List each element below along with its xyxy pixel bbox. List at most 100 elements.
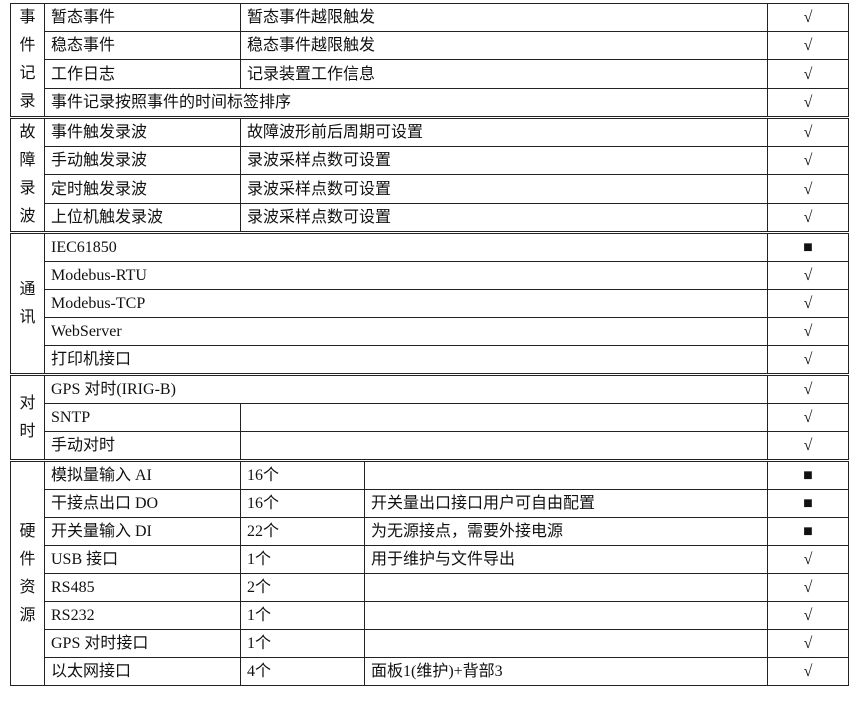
section-title-char: 故 bbox=[19, 124, 36, 141]
section-title: 事件记录 bbox=[10, 3, 45, 118]
section-title-char: 录 bbox=[19, 180, 36, 197]
section-title-char: 讯 bbox=[19, 308, 36, 326]
support-mark: √ bbox=[767, 289, 850, 318]
feature-desc: 面板1(维护)+背部3 bbox=[363, 657, 769, 686]
section-title-char: 通 bbox=[19, 280, 36, 298]
support-mark: √ bbox=[767, 317, 850, 346]
feature-name: WebServer bbox=[43, 317, 769, 346]
feature-name: 事件触发录波 bbox=[44, 115, 241, 148]
feature-name: 工作日志 bbox=[44, 59, 241, 89]
support-mark: √ bbox=[767, 629, 850, 658]
table-row: 故障录波事件触发录波 故障波形前后周期可设置 √ bbox=[10, 115, 850, 233]
feature-name: Modebus-RTU bbox=[43, 261, 769, 290]
support-mark: √ bbox=[767, 545, 850, 574]
feature-name: RS232 bbox=[44, 601, 241, 630]
support-mark: √ bbox=[767, 31, 850, 61]
feature-name: IEC61850 bbox=[43, 231, 769, 262]
feature-name: GPS 对时(IRIG-B) bbox=[43, 373, 769, 404]
support-mark: √ bbox=[767, 59, 850, 89]
feature-desc: 暂态事件越限触发 bbox=[239, 2, 769, 33]
table-row: GPS 对时接口 1个 √ bbox=[11, 629, 850, 658]
support-mark: √ bbox=[767, 573, 850, 602]
support-mark: √ bbox=[767, 174, 850, 204]
support-mark: √ bbox=[767, 431, 850, 461]
feature-name: 稳态事件 bbox=[44, 31, 241, 61]
table-row: 对时 GPS 对时(IRIG-B) √ bbox=[10, 373, 850, 461]
feature-name: 上位机触发录波 bbox=[44, 202, 241, 234]
feature-desc bbox=[363, 629, 769, 658]
section-title: 硬件资源 bbox=[10, 459, 45, 686]
support-mark: √ bbox=[767, 146, 850, 176]
feature-desc bbox=[239, 431, 769, 461]
feature-name: 以太网接口 bbox=[44, 657, 241, 686]
table-row: USB 接口 1个 用于维护与文件导出 √ bbox=[11, 545, 850, 574]
table-row: 事件记录按照事件的时间标签排序 √ bbox=[11, 87, 850, 119]
feature-desc bbox=[363, 601, 769, 630]
section-title-char: 硬 bbox=[19, 522, 36, 540]
feature-count: 16个 bbox=[240, 459, 365, 490]
support-mark: √ bbox=[767, 261, 850, 290]
table-row: RS232 1个 √ bbox=[11, 601, 850, 630]
section-title-char: 对 bbox=[19, 394, 36, 412]
table-row: 通讯 IEC61850 ■ bbox=[10, 231, 850, 375]
table-row: 定时触发录波 录波采样点数可设置 √ bbox=[11, 174, 850, 204]
support-mark: ■ bbox=[767, 231, 850, 262]
feature-name: USB 接口 bbox=[44, 545, 241, 574]
table-row: 手动触发录波 录波采样点数可设置 √ bbox=[11, 146, 850, 176]
feature-desc: 用于维护与文件导出 bbox=[363, 545, 769, 574]
support-mark: √ bbox=[767, 373, 850, 404]
feature-count: 22个 bbox=[240, 517, 365, 546]
feature-count: 2个 bbox=[240, 573, 365, 602]
feature-name: GPS 对时接口 bbox=[44, 629, 241, 658]
table-row: RS485 2个 √ bbox=[11, 573, 850, 602]
feature-count: 1个 bbox=[240, 601, 365, 630]
section-title-char: 事 bbox=[19, 9, 36, 26]
feature-desc bbox=[363, 459, 769, 490]
table-row: 开关量输入 DI 22个 为无源接点，需要外接电源 ■ bbox=[11, 517, 850, 546]
feature-desc: 录波采样点数可设置 bbox=[239, 202, 769, 234]
feature-desc: 录波采样点数可设置 bbox=[239, 174, 769, 204]
feature-name: 干接点出口 DO bbox=[44, 489, 241, 518]
section-title-char: 记 bbox=[19, 65, 36, 82]
feature-name: 模拟量输入 AI bbox=[44, 459, 241, 490]
section-title: 对时 bbox=[10, 373, 45, 461]
feature-desc: 稳态事件越限触发 bbox=[239, 31, 769, 61]
feature-name: 暂态事件 bbox=[44, 2, 241, 33]
table-row: 上位机触发录波 录波采样点数可设置 √ bbox=[11, 202, 850, 234]
section-title-char: 障 bbox=[19, 152, 36, 169]
support-mark: ■ bbox=[767, 517, 850, 546]
support-mark: √ bbox=[767, 601, 850, 630]
feature-desc: 录波采样点数可设置 bbox=[239, 146, 769, 176]
feature-desc: 故障波形前后周期可设置 bbox=[239, 115, 769, 148]
support-mark: ■ bbox=[767, 489, 850, 518]
feature-count: 1个 bbox=[240, 629, 365, 658]
feature-desc bbox=[239, 403, 769, 432]
table-row: Modebus-RTU √ bbox=[11, 261, 850, 290]
table-row: 工作日志 记录装置工作信息 √ bbox=[11, 59, 850, 89]
feature-desc: 记录装置工作信息 bbox=[239, 59, 769, 89]
section-title-char: 资 bbox=[19, 578, 36, 596]
section-title: 故障录波 bbox=[10, 116, 45, 233]
section-title-char: 源 bbox=[19, 606, 36, 624]
section-title: 通讯 bbox=[10, 231, 45, 375]
support-mark: √ bbox=[767, 403, 850, 432]
section-title-char: 录 bbox=[19, 93, 36, 110]
feature-name: RS485 bbox=[44, 573, 241, 602]
feature-desc: 开关量出口接口用户可自由配置 bbox=[363, 489, 769, 518]
feature-name: 手动对时 bbox=[44, 431, 241, 461]
table-row: SNTP √ bbox=[11, 403, 850, 432]
table-row: 打印机接口 √ bbox=[11, 345, 850, 375]
feature-name: 手动触发录波 bbox=[44, 146, 241, 176]
feature-name: Modebus-TCP bbox=[43, 289, 769, 318]
table-row: 以太网接口 4个 面板1(维护)+背部3 √ bbox=[11, 657, 850, 686]
table-row: 手动对时 √ bbox=[11, 431, 850, 461]
support-mark: √ bbox=[767, 202, 850, 234]
support-mark: √ bbox=[767, 115, 850, 148]
section-title-char: 件 bbox=[19, 37, 36, 54]
table-row: 干接点出口 DO 16个 开关量出口接口用户可自由配置 ■ bbox=[11, 489, 850, 518]
table-row: 稳态事件 稳态事件越限触发 √ bbox=[11, 31, 850, 61]
table-row: WebServer √ bbox=[11, 317, 850, 346]
feature-name: 开关量输入 DI bbox=[44, 517, 241, 546]
support-mark: ■ bbox=[767, 459, 850, 490]
feature-name: 定时触发录波 bbox=[44, 174, 241, 204]
